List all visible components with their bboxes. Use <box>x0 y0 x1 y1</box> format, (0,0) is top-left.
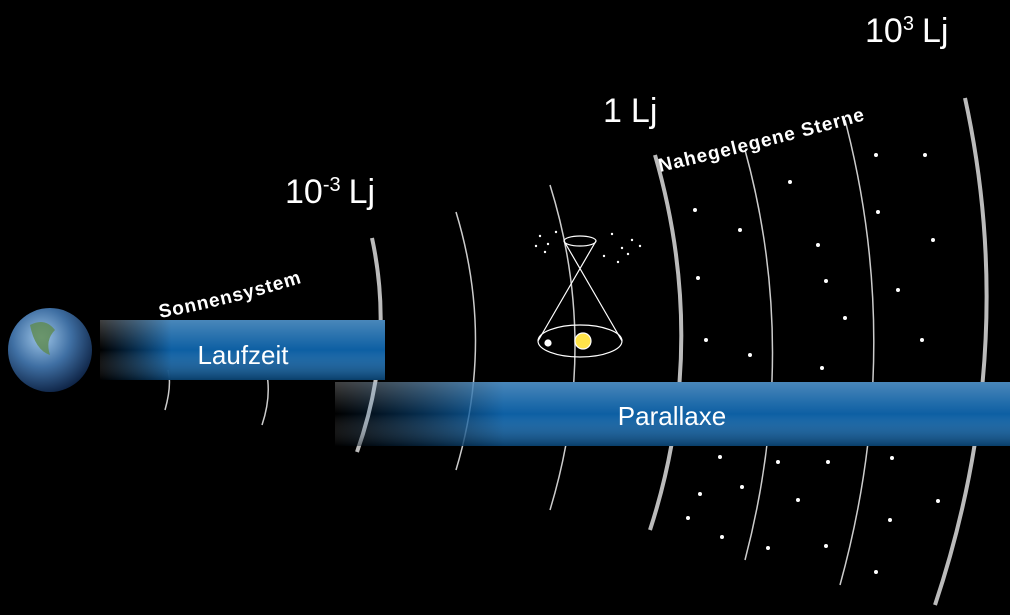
diagram: Laufzeit Parallaxe Sonnensystem Nahegele… <box>0 0 1010 615</box>
scale-base: 10 <box>865 12 903 50</box>
method-label: Laufzeit <box>197 340 289 370</box>
scale-exponent: 3 <box>903 13 914 35</box>
scale-exponent: -3 <box>323 174 341 196</box>
background <box>0 0 1010 615</box>
scale-unit: Lj <box>631 92 657 130</box>
earth <box>8 308 92 392</box>
scale-unit: Lj <box>349 173 375 211</box>
method-label: Parallaxe <box>618 401 726 431</box>
scale-base: 10 <box>285 173 323 211</box>
scale-unit: Lj <box>922 12 948 50</box>
scale-base: 1 <box>603 92 622 130</box>
